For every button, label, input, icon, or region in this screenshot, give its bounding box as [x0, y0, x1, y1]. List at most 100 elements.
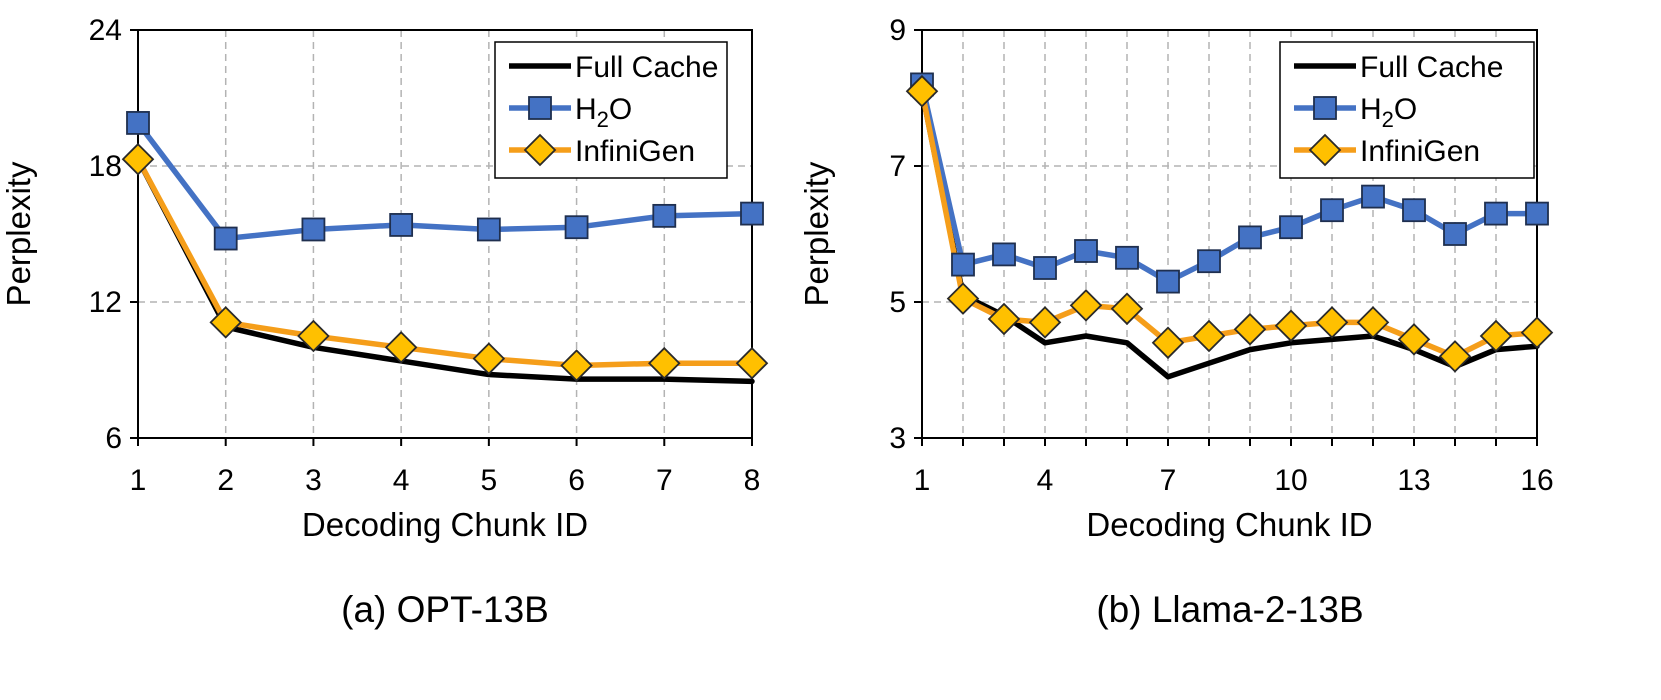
legend-label: H2O	[575, 93, 632, 132]
y-tick-label: 24	[89, 14, 122, 47]
y-tick-label: 12	[89, 286, 122, 319]
data-point-infinigen	[1110, 292, 1144, 326]
data-point-h2o	[564, 215, 589, 240]
x-tick-label: 16	[1520, 464, 1553, 497]
y-tick-label: 6	[105, 422, 122, 455]
data-point-infinigen	[1151, 326, 1185, 360]
x-tick-label: 5	[481, 464, 498, 497]
legend-label: InfiniGen	[575, 135, 695, 168]
x-tick-label: 7	[656, 464, 673, 497]
legend-item: Full Cache	[509, 51, 718, 84]
x-tick-label: 1	[130, 464, 147, 497]
data-point-h2o	[740, 201, 764, 226]
y-tick-label: 7	[889, 150, 906, 183]
plot-frame	[137, 29, 753, 439]
legend-swatch-marker	[523, 133, 557, 167]
data-point-h2o	[1361, 184, 1385, 209]
data-point-infinigen	[987, 302, 1021, 336]
y-tick-label: 5	[889, 286, 906, 319]
data-point-h2o	[389, 213, 414, 237]
legend-swatch-marker	[528, 96, 552, 120]
data-point-infinigen	[648, 346, 681, 380]
series-line-infinigen	[919, 88, 1540, 360]
data-point-h2o	[1279, 215, 1303, 240]
data-point-h2o	[1484, 201, 1508, 226]
legend-swatch-marker	[1313, 96, 1337, 120]
data-point-h2o	[652, 203, 677, 228]
data-point-h2o	[951, 252, 975, 277]
plot-frame	[921, 29, 1538, 439]
data-point-infinigen	[1069, 289, 1103, 322]
data-point-infinigen	[1397, 323, 1431, 356]
data-point-h2o	[301, 217, 326, 242]
data-point-infinigen	[560, 349, 593, 382]
data-point-h2o	[1074, 239, 1098, 263]
data-point-h2o	[1156, 269, 1180, 294]
x-tick-label: 2	[217, 464, 234, 497]
data-point-h2o	[213, 226, 238, 251]
x-tick-label: 3	[305, 464, 322, 497]
legend-swatch-marker	[1308, 133, 1342, 167]
series-line-full-cache	[135, 156, 755, 385]
data-point-h2o	[1402, 198, 1426, 223]
series-line-infinigen	[135, 156, 755, 369]
y-tick-label: 9	[889, 14, 906, 47]
y-axis-title: Perplexity	[798, 161, 835, 306]
data-point-infinigen	[1274, 309, 1308, 343]
data-point-infinigen	[1356, 306, 1390, 339]
data-point-infinigen	[1192, 319, 1226, 353]
x-tick-label: 7	[1160, 464, 1177, 497]
data-point-h2o	[1320, 198, 1344, 223]
x-tick-label: 10	[1274, 464, 1307, 497]
data-point-infinigen	[735, 346, 769, 380]
data-point-h2o	[1197, 249, 1221, 274]
data-point-infinigen	[1028, 306, 1062, 339]
x-tick-label: 4	[393, 464, 410, 497]
data-point-infinigen	[1520, 316, 1554, 349]
x-axis-title: Decoding Chunk ID	[302, 506, 588, 543]
data-point-h2o	[1115, 245, 1139, 270]
legend-label: H2O	[1360, 93, 1417, 132]
data-point-infinigen	[121, 142, 155, 176]
data-point-infinigen	[946, 282, 980, 315]
data-point-h2o	[1238, 225, 1262, 250]
data-point-infinigen	[905, 74, 939, 108]
data-point-h2o	[1525, 201, 1549, 226]
data-point-infinigen	[209, 306, 242, 339]
legend-item: H2O	[1294, 93, 1417, 132]
series-line-full-cache	[919, 88, 1540, 380]
legend-item: Full Cache	[1294, 51, 1503, 84]
x-tick-label: 1	[914, 464, 931, 497]
chart-caption: (b) Llama-2-13B	[1096, 589, 1363, 630]
legend-label: InfiniGen	[1360, 135, 1480, 168]
legend-item: H2O	[509, 93, 632, 132]
data-point-infinigen	[384, 331, 418, 364]
x-tick-label: 6	[568, 464, 585, 497]
x-tick-label: 8	[744, 464, 761, 497]
x-tick-label: 13	[1397, 464, 1430, 497]
y-tick-label: 3	[889, 422, 906, 455]
data-point-infinigen	[297, 319, 330, 353]
chart-caption: (a) OPT-13B	[341, 589, 549, 630]
data-point-h2o	[992, 242, 1016, 267]
data-point-h2o	[1033, 256, 1057, 280]
data-point-h2o	[476, 217, 501, 242]
legend-label: Full Cache	[575, 51, 718, 84]
legend-item: InfiniGen	[1294, 133, 1480, 168]
y-tick-label: 18	[89, 150, 122, 183]
chart-2: 1 4 7 10 13 16 3 5 7 9 Decoding Chunk ID Perplexity…	[798, 14, 1554, 630]
data-point-infinigen	[472, 342, 506, 375]
legend-item: InfiniGen	[509, 133, 695, 168]
data-point-h2o	[126, 111, 150, 135]
data-point-infinigen	[1479, 319, 1513, 353]
y-axis-title: Perplexity	[0, 161, 37, 306]
x-tick-label: 4	[1037, 464, 1054, 497]
legend-label: Full Cache	[1360, 51, 1503, 84]
series-line-h2o	[919, 81, 1540, 285]
data-point-infinigen	[1315, 306, 1349, 339]
data-point-infinigen	[1233, 312, 1267, 346]
